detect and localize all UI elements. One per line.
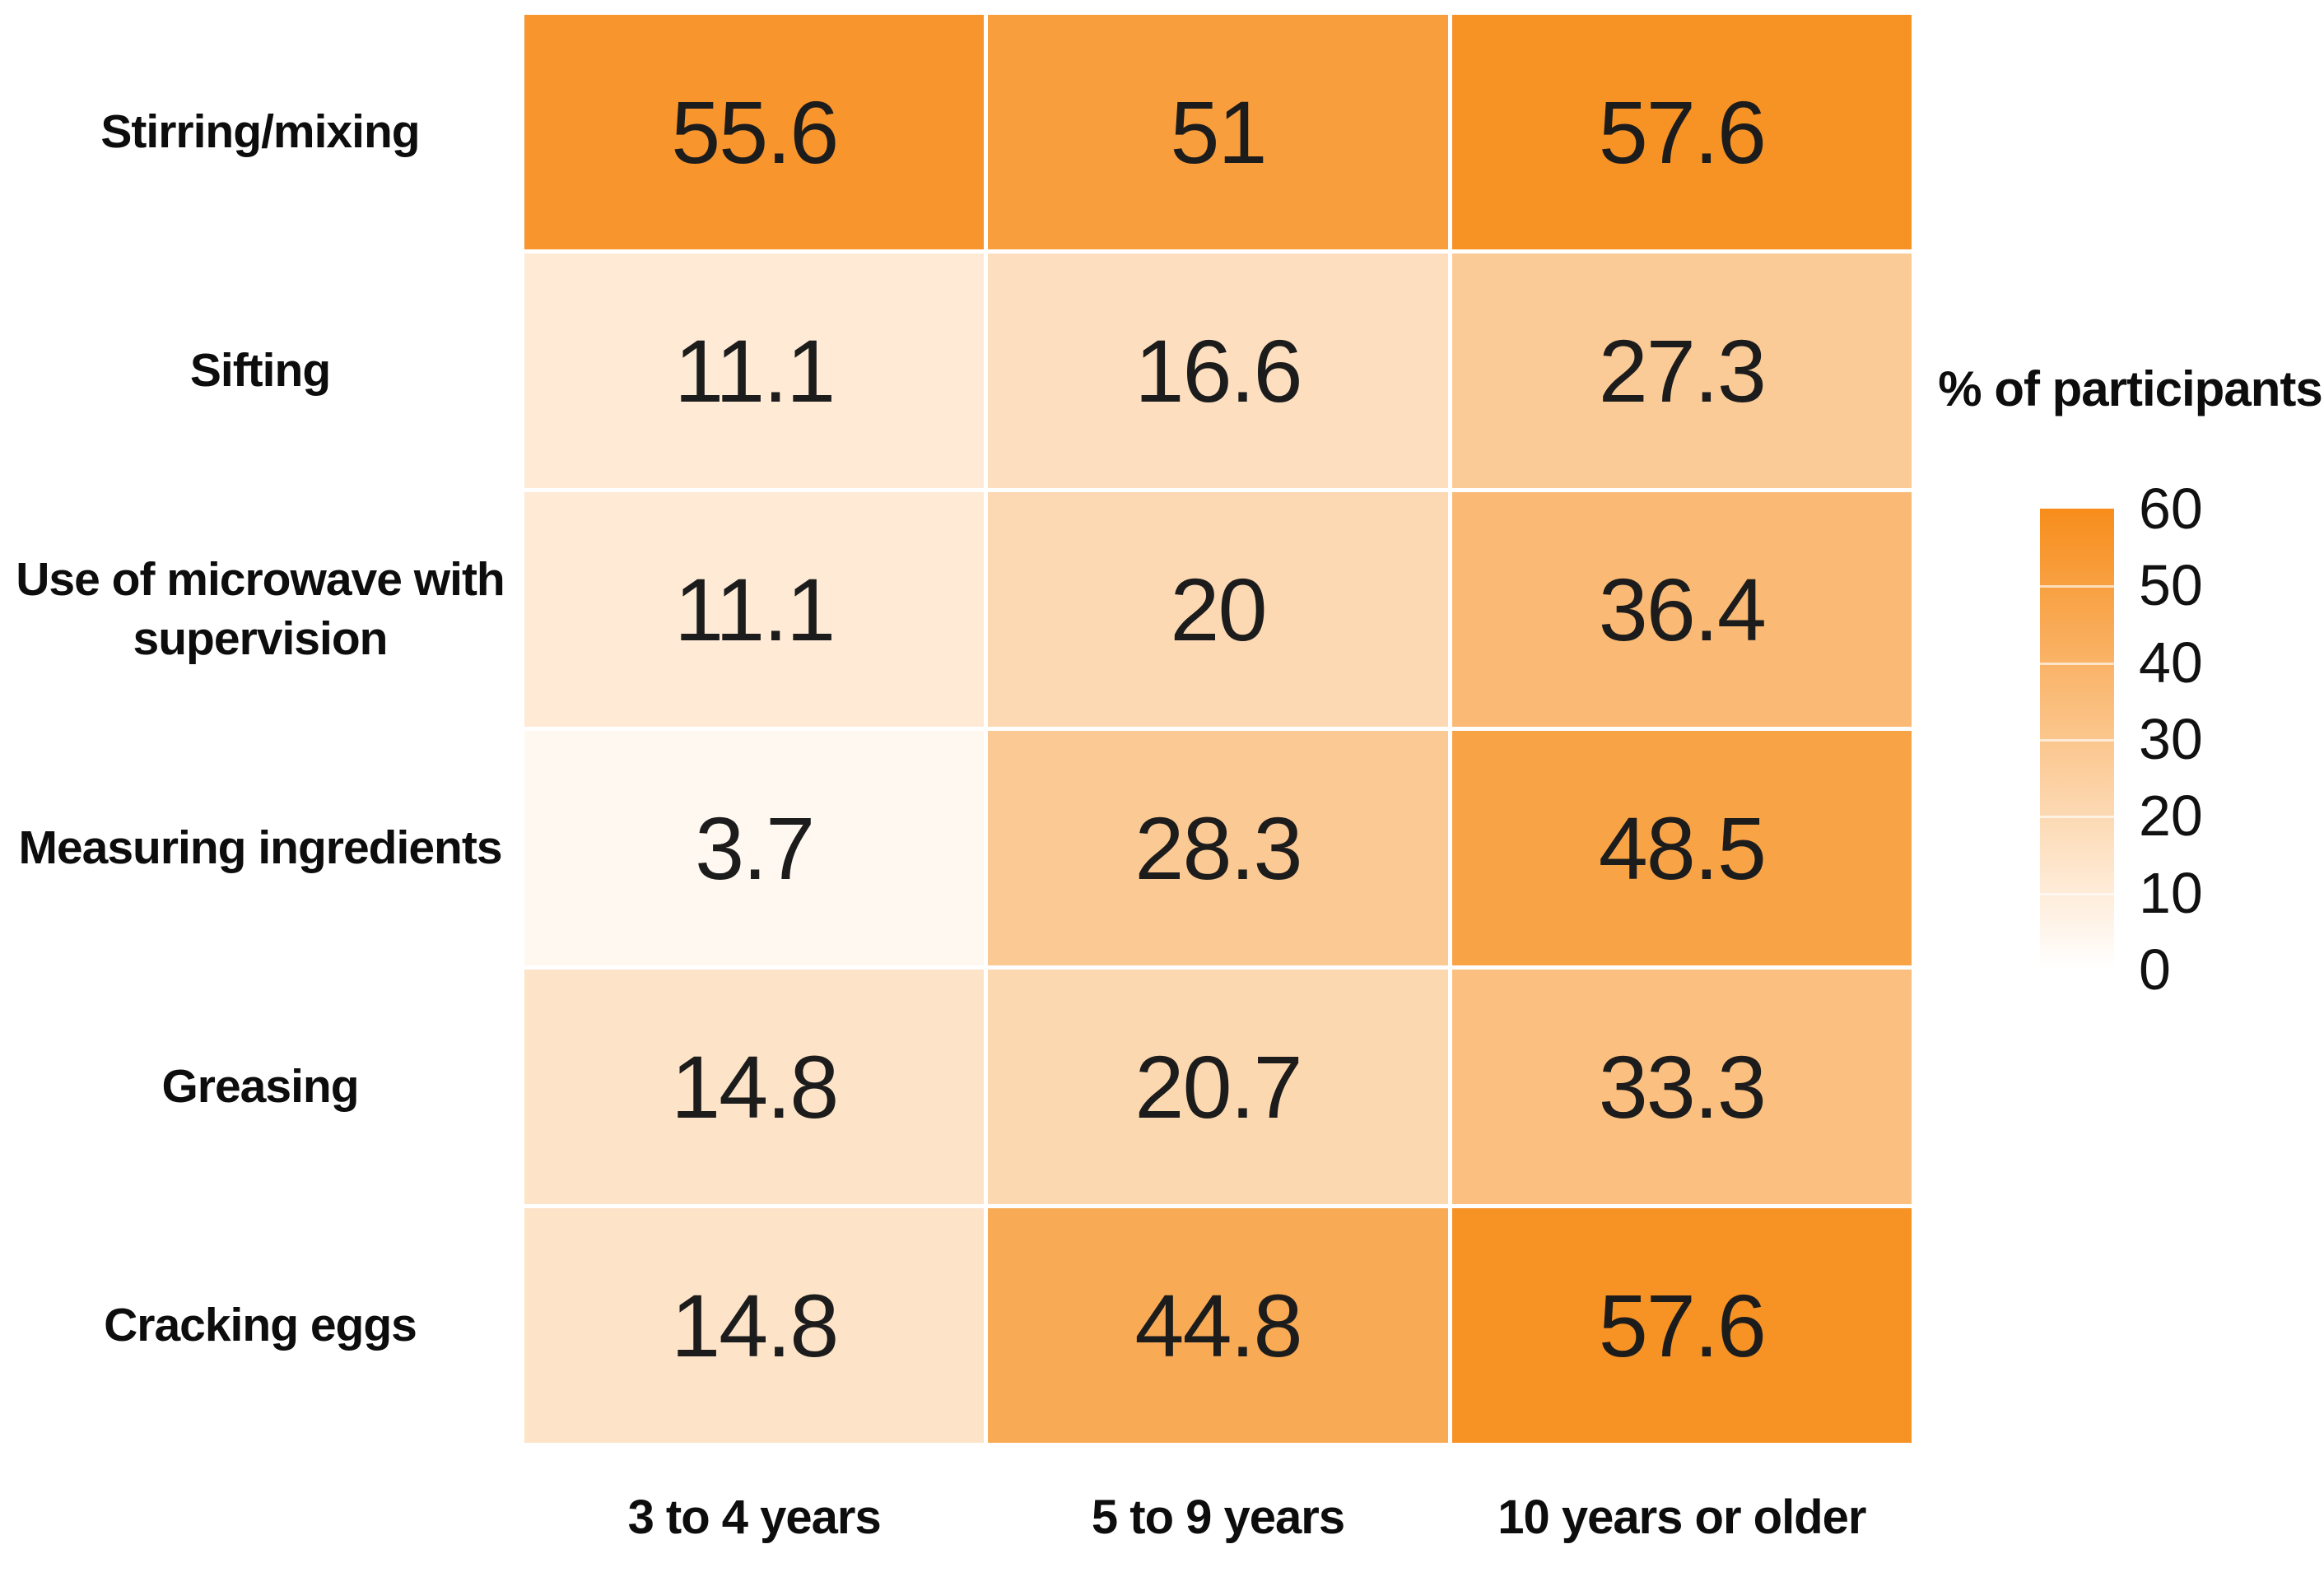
heatmap-cell: 44.8 <box>988 1208 1448 1443</box>
colorbar-tick-label: 0 <box>2139 937 2171 1002</box>
heatmap-cell: 28.3 <box>988 731 1448 965</box>
legend-title: % of participants <box>1938 361 2322 416</box>
colorbar-tick-label: 60 <box>2139 477 2203 541</box>
x-axis-label: 5 to 9 years <box>1091 1490 1345 1544</box>
colorbar-tick-labels: 60 50 40 30 20 10 0 <box>2139 480 2303 998</box>
colorbar-tick-label: 20 <box>2139 784 2203 849</box>
heatmap-cell: 36.4 <box>1451 492 1912 727</box>
heatmap-cell: 3.7 <box>524 731 985 965</box>
colorbar-notch <box>2040 662 2114 665</box>
colorbar-tick-label: 40 <box>2139 630 2203 695</box>
heatmap-cell: 16.6 <box>988 253 1448 488</box>
heatmap-cell: 14.8 <box>524 970 985 1204</box>
row-label: Stirring/mixing <box>100 105 420 158</box>
heatmap-cell: 14.8 <box>524 1208 985 1443</box>
colorbar-notch <box>2040 892 2114 895</box>
heatmap-cell: 11.1 <box>524 492 985 727</box>
x-axis: 3 to 4 years 5 to 9 years 10 years or olde… <box>0 1472 1912 1562</box>
heatmap-cell: 20.7 <box>988 970 1448 1204</box>
heatmap-cell: 11.1 <box>524 253 985 488</box>
colorbar-notch <box>2040 585 2114 588</box>
colorbar-tick-label: 30 <box>2139 707 2203 771</box>
row-label: Sifting <box>189 343 331 397</box>
colorbar-tick-label: 50 <box>2139 553 2203 618</box>
colorbar-gradient <box>2040 509 2114 970</box>
heatmap-cell: 48.5 <box>1451 731 1912 965</box>
heatmap-cell: 27.3 <box>1451 253 1912 488</box>
heatmap-cell: 57.6 <box>1451 1208 1912 1443</box>
heatmap-cell: 55.6 <box>524 15 985 249</box>
heatmap-grid: Stirring/mixing 55.6 51 57.6 Sifting 11.1 16.6… <box>0 15 1912 1443</box>
row-label: Greasing <box>161 1059 359 1113</box>
heatmap-cell: 20 <box>988 492 1448 727</box>
row-label: Use of microwave with supervision <box>16 553 505 665</box>
colorbar-tick-label: 10 <box>2139 860 2203 925</box>
row-label: Measuring ingredients <box>18 821 502 874</box>
colorbar-notch <box>2040 816 2114 819</box>
colorbar-notch <box>2040 739 2114 742</box>
x-axis-label: 3 to 4 years <box>627 1490 882 1544</box>
row-label: Cracking eggs <box>104 1298 417 1351</box>
heatmap-cell: 57.6 <box>1451 15 1912 249</box>
heatmap-cell: 33.3 <box>1451 970 1912 1204</box>
x-axis-spacer <box>0 1472 520 1562</box>
x-axis-label: 10 years or older <box>1497 1490 1866 1544</box>
heatmap-cell: 51 <box>988 15 1448 249</box>
